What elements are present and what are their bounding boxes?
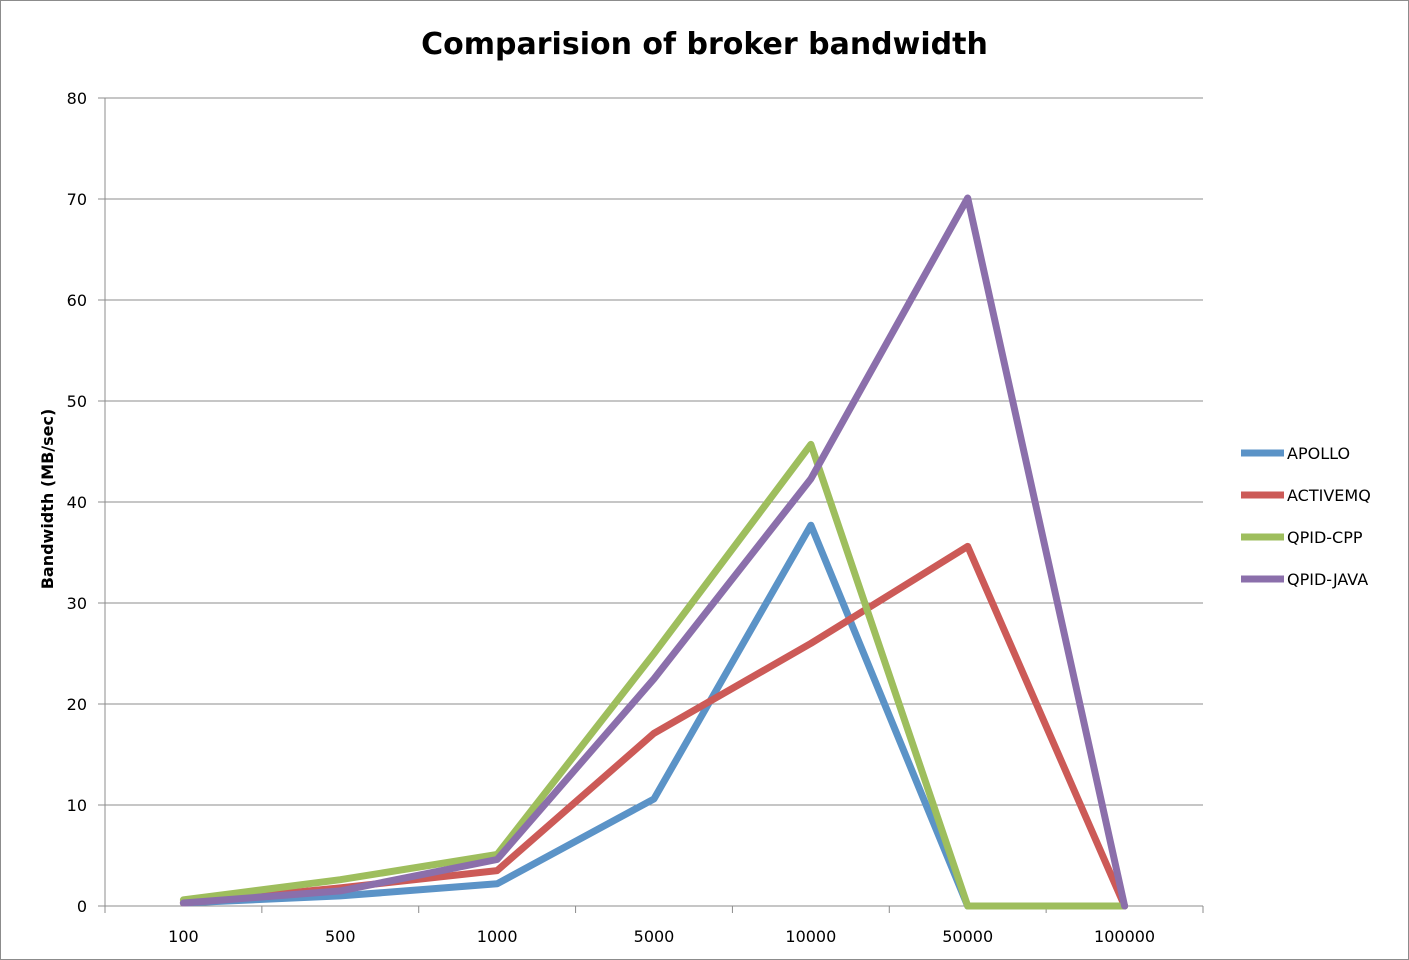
x-tick-label: 5000 — [634, 927, 675, 946]
y-tick-label: 0 — [77, 897, 87, 916]
y-tick-label: 30 — [67, 594, 87, 613]
y-tick-label: 70 — [67, 190, 87, 209]
y-tick-label: 10 — [67, 796, 87, 815]
x-tick-label: 500 — [325, 927, 356, 946]
series-line-qpid-cpp — [179, 440, 1129, 910]
y-tick-label: 50 — [67, 392, 87, 411]
x-axis-ticks: 100 500 1000 5000 10000 50000 100000 — [104, 906, 1204, 946]
chart-title: Comparision of broker bandwidth — [421, 27, 988, 62]
y-tick-label: 60 — [67, 291, 87, 310]
y-axis-ticks: 0 10 20 30 40 50 60 70 80 — [67, 89, 105, 916]
x-tick-label: 50000 — [942, 927, 993, 946]
y-tick-label: 80 — [67, 89, 87, 108]
legend-label-activemq: ACTIVEMQ — [1287, 486, 1371, 505]
legend-label-apollo: APOLLO — [1287, 444, 1350, 463]
x-tick-label: 1000 — [477, 927, 518, 946]
y-tick-label: 40 — [67, 493, 87, 512]
y-axis-title: Bandwidth (MB/sec) — [38, 409, 57, 590]
x-tick-label: 10000 — [785, 927, 836, 946]
legend: APOLLO ACTIVEMQ QPID-CPP QPID-JAVA — [1241, 444, 1371, 589]
x-tick-label: 100000 — [1094, 927, 1155, 946]
series-line-activemq — [179, 542, 1129, 910]
y-tick-label: 20 — [67, 695, 87, 714]
series-lines — [179, 194, 1129, 910]
legend-label-qpid-java: QPID-JAVA — [1287, 570, 1368, 589]
legend-label-qpid-cpp: QPID-CPP — [1287, 528, 1363, 547]
x-tick-label: 100 — [168, 927, 199, 946]
series-line-qpid-java — [179, 194, 1129, 910]
